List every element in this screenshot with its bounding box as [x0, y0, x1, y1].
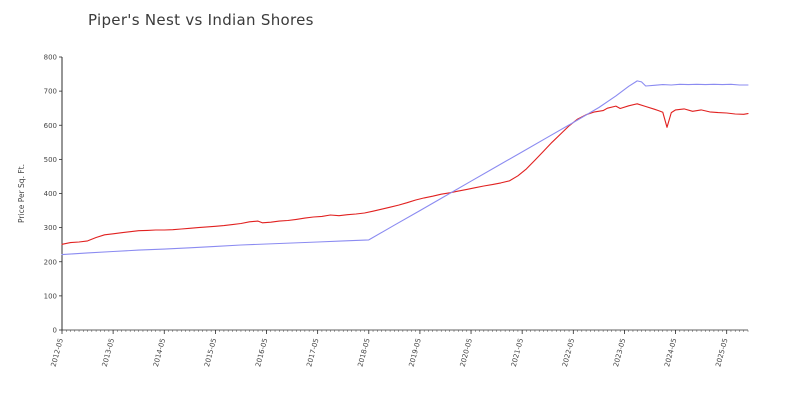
- y-tick-label: 400: [44, 190, 57, 198]
- x-tick-label: 2017-05: [305, 337, 320, 367]
- y-tick-label: 500: [44, 156, 57, 164]
- x-tick-label: 2015-05: [203, 337, 218, 367]
- x-tick-label: 2025-05: [714, 337, 729, 367]
- y-tick-label: 0: [53, 327, 57, 335]
- chart-title: Piper's Nest vs Indian Shores: [88, 11, 314, 29]
- x-tick-label: 2018-05: [356, 337, 371, 367]
- x-tick-label: 2022-05: [561, 337, 576, 367]
- x-tick-label: 2024-05: [663, 337, 678, 367]
- x-tick-label: 2019-05: [408, 337, 423, 367]
- x-tick-label: 2012-05: [50, 337, 65, 367]
- y-tick-label: 100: [44, 292, 57, 300]
- y-tick-label: 300: [44, 224, 57, 232]
- x-tick-label: 2023-05: [612, 337, 627, 367]
- x-tick-label: 2021-05: [510, 337, 525, 367]
- y-tick-label: 200: [44, 258, 57, 266]
- y-tick-label: 700: [44, 88, 57, 96]
- x-tick-label: 2016-05: [254, 337, 269, 367]
- y-tick-label: 800: [44, 54, 57, 62]
- x-tick-label: 2020-05: [459, 337, 474, 367]
- y-axis-title: Price Per Sq. Ft.: [17, 164, 26, 223]
- series-piper-s-nest: [61, 103, 749, 245]
- x-tick-label: 2013-05: [101, 337, 116, 367]
- x-tick-label: 2014-05: [152, 337, 167, 367]
- series-indian-shores: [61, 80, 749, 256]
- y-tick-label: 600: [44, 122, 57, 130]
